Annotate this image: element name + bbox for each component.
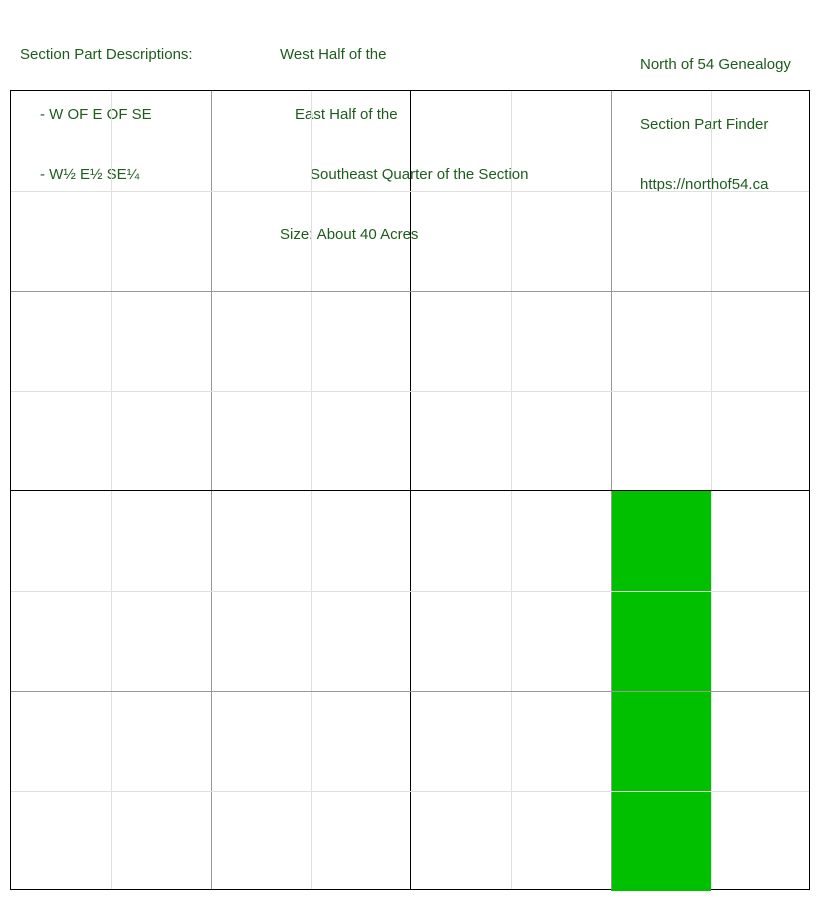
- descriptions-heading: Section Part Descriptions:: [20, 46, 193, 63]
- legal-line-1: West Half of the: [280, 46, 387, 63]
- grid-line: [11, 291, 809, 292]
- brand-block: North of 54 Genealogy Section Part Finde…: [640, 15, 791, 215]
- grid-line: [11, 691, 809, 692]
- grid-line: [11, 391, 809, 392]
- legal-line-2: East Half of the: [295, 106, 398, 123]
- grid-line: [11, 191, 809, 192]
- legal-description: West Half of the East Half of the Southe…: [280, 5, 528, 265]
- brand-name: North of 54 Genealogy: [640, 56, 791, 73]
- description-item: - W½ E½ SE¼: [40, 166, 140, 183]
- grid-line: [11, 791, 809, 792]
- grid-line: [11, 490, 809, 491]
- grid-line: [11, 591, 809, 592]
- parcel-size: Size: About 40 Acres: [280, 226, 419, 243]
- site-url[interactable]: https://northof54.ca: [640, 176, 769, 193]
- tool-name: Section Part Finder: [640, 116, 769, 133]
- legal-line-3: Southeast Quarter of the Section: [310, 166, 529, 183]
- section-grid: [10, 90, 810, 891]
